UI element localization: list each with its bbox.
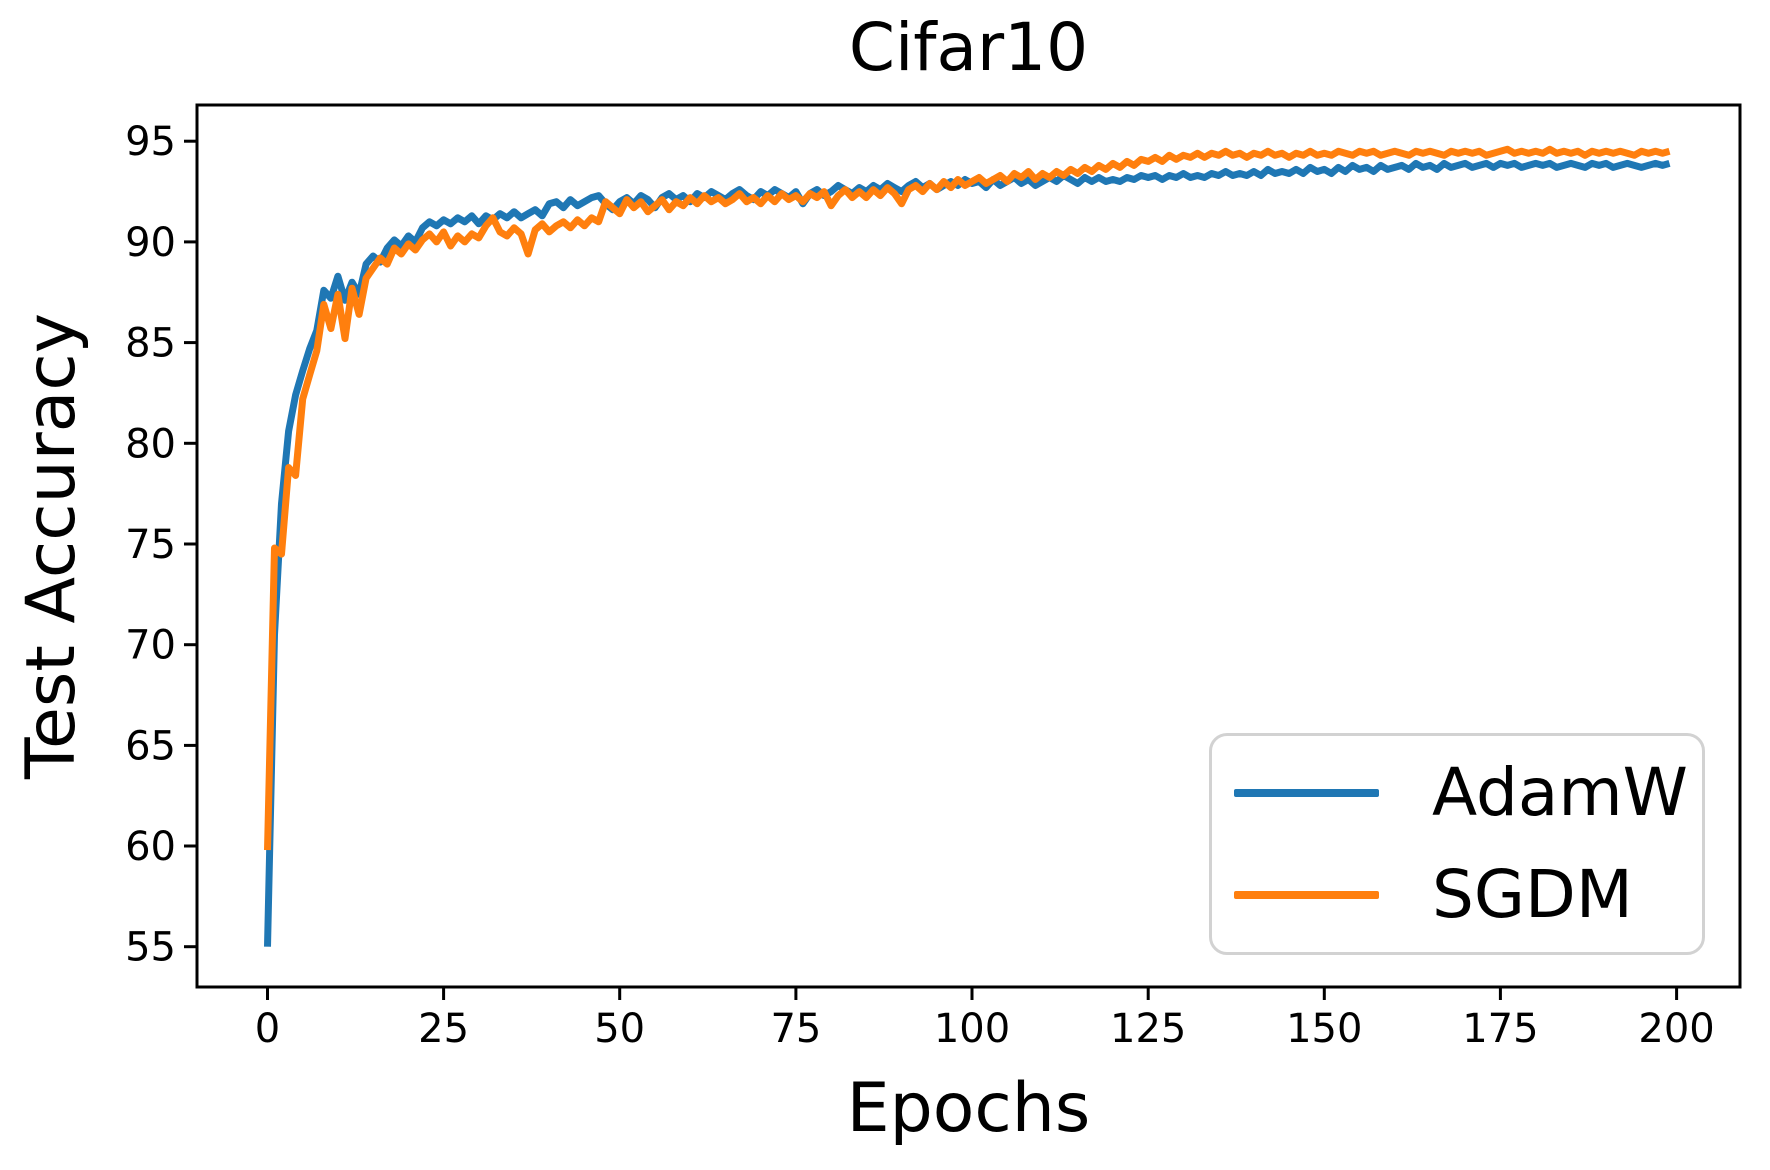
y-tick-label: 90 xyxy=(125,220,176,266)
adamw-legend-label: AdamW xyxy=(1432,753,1688,831)
y-tick-label: 75 xyxy=(125,522,176,568)
x-tick-label: 25 xyxy=(418,1006,469,1052)
adamw-line-swatch xyxy=(1234,788,1379,797)
y-tick-label: 65 xyxy=(125,723,176,769)
legend: AdamW SGDM xyxy=(1209,733,1705,955)
y-tick-label: 85 xyxy=(125,321,176,367)
sgdm-line xyxy=(264,145,1671,851)
y-tick-label: 60 xyxy=(125,824,176,870)
sgdm-legend-label: SGDM xyxy=(1432,856,1633,934)
x-tick-label: 0 xyxy=(255,1006,280,1052)
chart-title: Cifar10 xyxy=(848,9,1089,86)
x-tick-label: 150 xyxy=(1286,1006,1362,1052)
x-axis-label: Epochs xyxy=(846,1069,1091,1148)
x-tick-label: 100 xyxy=(934,1006,1010,1052)
x-tick-label: 175 xyxy=(1462,1006,1538,1052)
plot-spines xyxy=(195,103,1742,989)
legend-entry-adamw: AdamW xyxy=(1234,743,1692,843)
x-tick-label: 75 xyxy=(770,1006,821,1052)
sgdm-line-swatch xyxy=(1234,891,1379,900)
y-tick-label: 95 xyxy=(125,119,176,165)
x-tick-label: 200 xyxy=(1638,1006,1714,1052)
x-tick-label: 50 xyxy=(594,1006,645,1052)
y-tick-label: 80 xyxy=(125,421,176,467)
y-tick-label: 55 xyxy=(125,925,176,971)
legend-entry-sgdm: SGDM xyxy=(1234,845,1692,945)
x-tick-label: 125 xyxy=(1110,1006,1186,1052)
y-tick-label: 70 xyxy=(125,623,176,669)
